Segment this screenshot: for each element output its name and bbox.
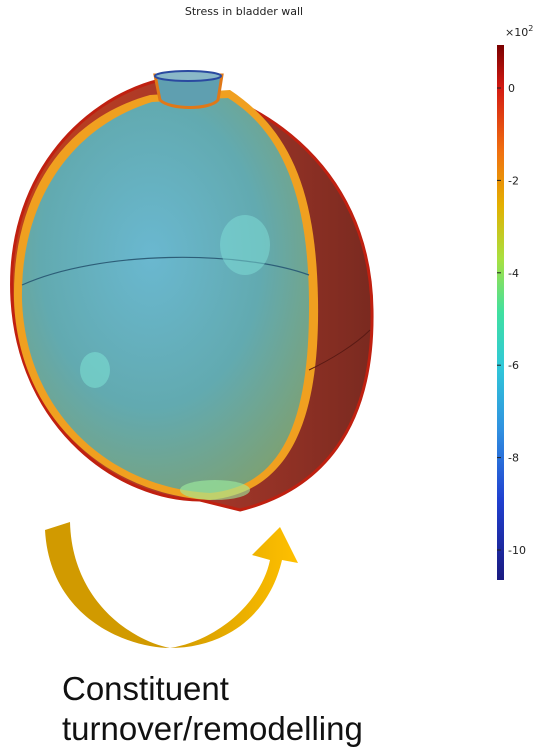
arrow [45,522,298,648]
caption-line: turnover/remodelling [62,710,363,747]
figure: Stress in bladder wall ×102 0 -2 -4 -6 -8 -10… [0,0,534,751]
colorbar [497,45,504,580]
colorbar-tick-label: -6 [508,359,519,372]
colorbar-tick-label: 0 [508,82,515,95]
colorbar-tick-label: -8 [508,452,519,465]
colorbar-tick-label: -2 [508,174,519,187]
multiplier-exponent: 2 [528,24,533,33]
colorbar-tick-label: -4 [508,267,519,280]
colorbar-tick-label: -10 [508,544,526,557]
bladder-render [12,71,373,510]
multiplier-base: ×10 [505,26,528,39]
colorbar-multiplier: ×102 [505,24,533,39]
caption-line: Constituent [62,670,229,707]
title: Stress in bladder wall [185,5,303,18]
